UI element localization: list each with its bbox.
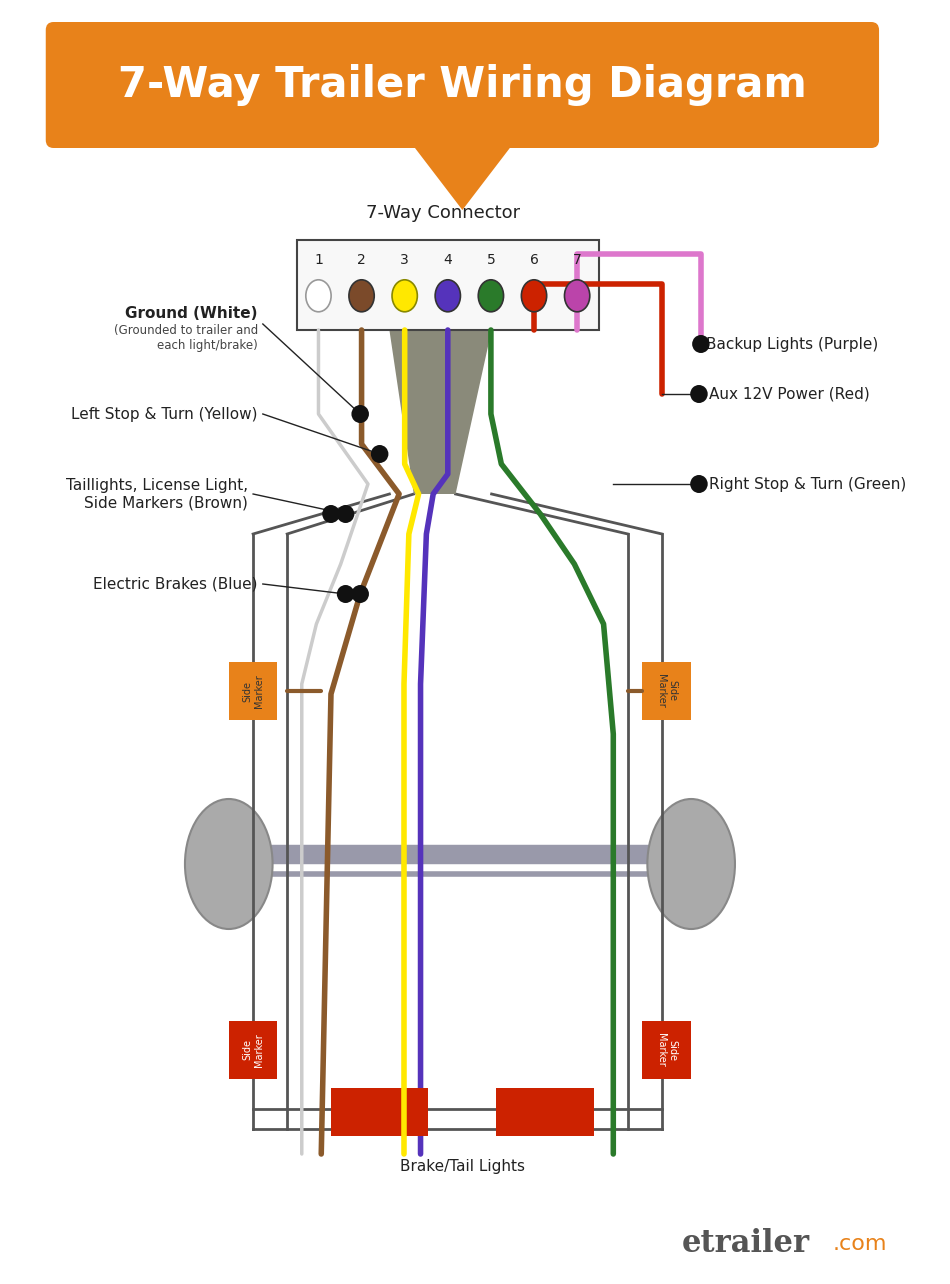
Text: Aux 12V Power (Red): Aux 12V Power (Red) bbox=[709, 386, 869, 402]
Bar bbox=[331, 1088, 428, 1136]
Ellipse shape bbox=[306, 280, 332, 312]
Circle shape bbox=[352, 586, 369, 603]
Text: Ground (White): Ground (White) bbox=[125, 307, 258, 321]
Text: Left Stop & Turn (Yellow): Left Stop & Turn (Yellow) bbox=[71, 407, 258, 421]
Ellipse shape bbox=[647, 799, 735, 930]
Text: Taillights, License Light,
Side Markers (Brown): Taillights, License Light, Side Markers … bbox=[66, 478, 248, 510]
Circle shape bbox=[352, 404, 369, 422]
Circle shape bbox=[337, 586, 354, 603]
Circle shape bbox=[691, 385, 708, 403]
Ellipse shape bbox=[392, 280, 417, 312]
Circle shape bbox=[322, 505, 340, 523]
Text: (Grounded to trailer and
each light/brake): (Grounded to trailer and each light/brak… bbox=[114, 324, 258, 352]
Circle shape bbox=[337, 505, 354, 523]
Circle shape bbox=[693, 335, 710, 353]
Text: Side
Marker: Side Marker bbox=[656, 1034, 677, 1067]
Circle shape bbox=[370, 446, 389, 464]
Bar bbox=[229, 1021, 277, 1079]
Ellipse shape bbox=[435, 280, 461, 312]
Text: 7: 7 bbox=[573, 253, 581, 267]
Ellipse shape bbox=[185, 799, 273, 930]
Text: 1: 1 bbox=[314, 253, 323, 267]
Bar bbox=[642, 1021, 692, 1079]
Ellipse shape bbox=[564, 280, 590, 312]
Text: 3: 3 bbox=[400, 253, 409, 267]
Text: 2: 2 bbox=[357, 253, 366, 267]
Bar bbox=[497, 1088, 594, 1136]
Text: 6: 6 bbox=[529, 253, 539, 267]
Text: Backup Lights (Purple): Backup Lights (Purple) bbox=[706, 336, 878, 352]
FancyBboxPatch shape bbox=[46, 22, 879, 148]
Text: Electric Brakes (Blue): Electric Brakes (Blue) bbox=[93, 577, 258, 592]
Text: Right Stop & Turn (Green): Right Stop & Turn (Green) bbox=[709, 476, 906, 492]
Ellipse shape bbox=[349, 280, 374, 312]
Text: Side
Marker: Side Marker bbox=[242, 1034, 264, 1067]
Polygon shape bbox=[408, 140, 516, 211]
Text: .com: .com bbox=[832, 1234, 886, 1254]
Circle shape bbox=[691, 475, 708, 493]
Bar bbox=[297, 240, 598, 330]
Text: 4: 4 bbox=[444, 253, 452, 267]
Text: 7-Way Connector: 7-Way Connector bbox=[366, 204, 520, 222]
Bar bbox=[229, 663, 277, 720]
Ellipse shape bbox=[522, 280, 546, 312]
Polygon shape bbox=[390, 330, 491, 494]
Text: 5: 5 bbox=[486, 253, 495, 267]
Ellipse shape bbox=[478, 280, 504, 312]
Bar bbox=[642, 663, 692, 720]
Text: Side
Marker: Side Marker bbox=[656, 674, 677, 707]
Text: etrailer: etrailer bbox=[681, 1229, 809, 1260]
Text: 7-Way Trailer Wiring Diagram: 7-Way Trailer Wiring Diagram bbox=[118, 64, 807, 107]
Text: Brake/Tail Lights: Brake/Tail Lights bbox=[400, 1159, 525, 1174]
Text: Side
Marker: Side Marker bbox=[242, 674, 264, 707]
